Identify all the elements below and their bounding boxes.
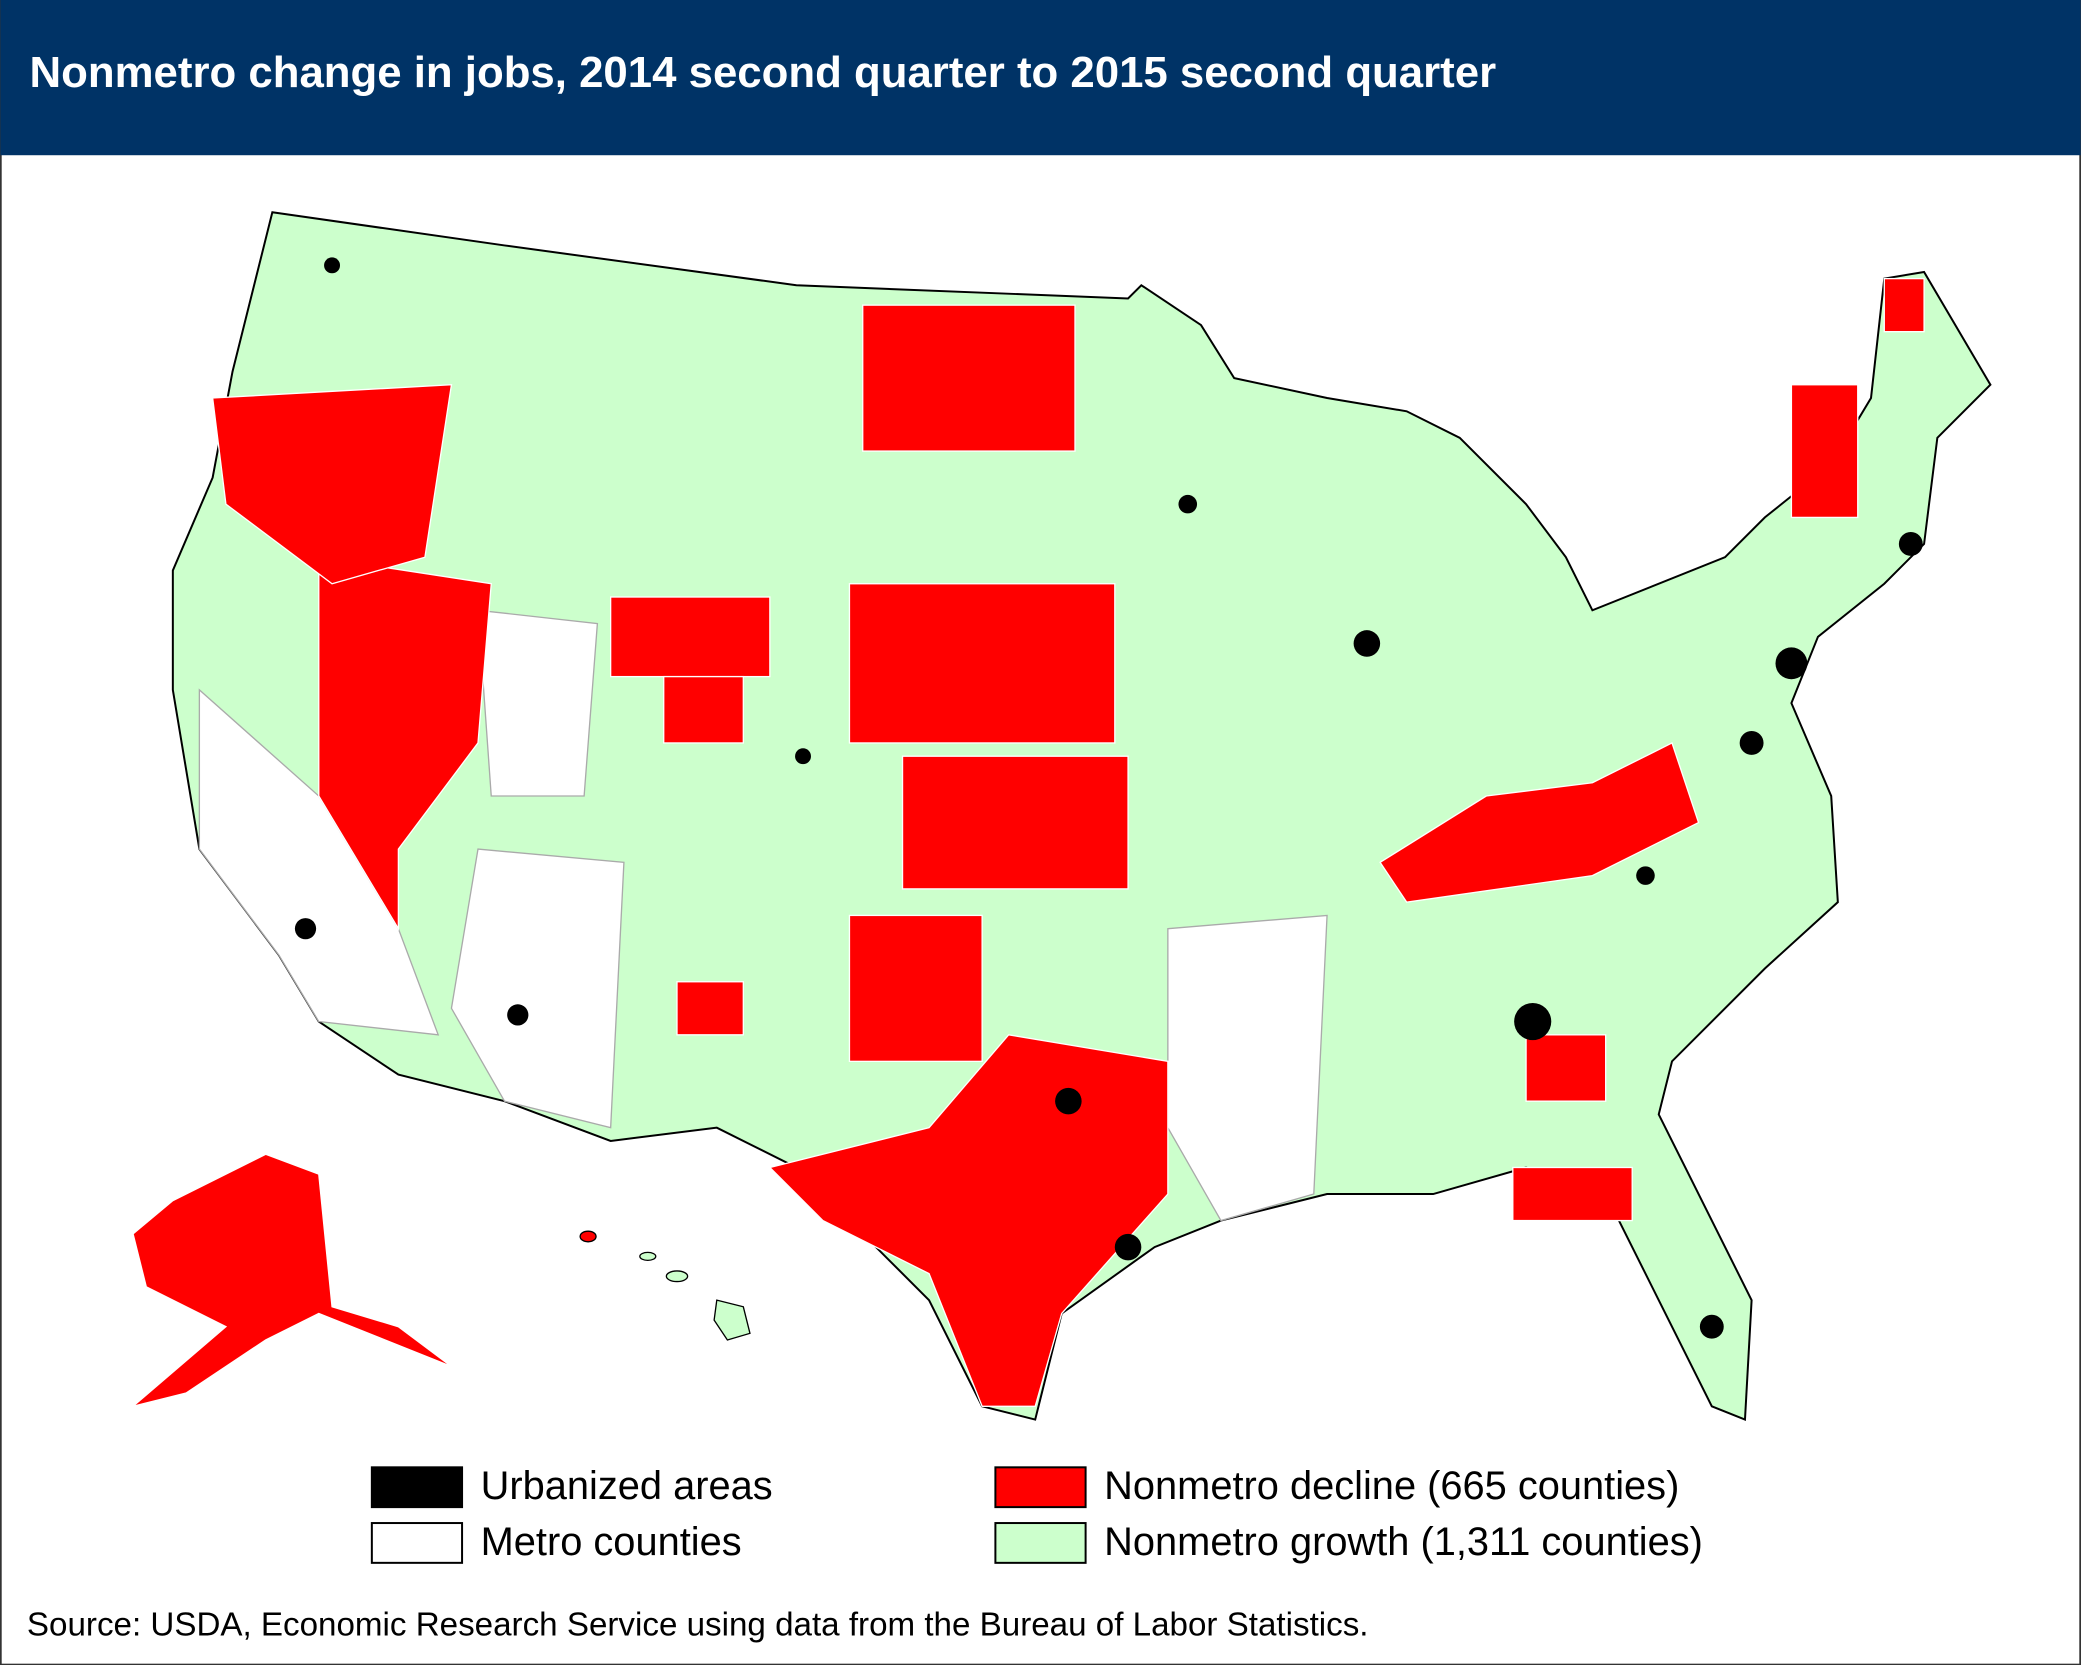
legend-label: Nonmetro decline (665 counties) [1104, 1464, 1679, 1508]
urban-area [1636, 866, 1655, 885]
hawaii-island [639, 1251, 657, 1262]
decline-area [609, 596, 771, 678]
decline-area [1525, 1034, 1607, 1102]
urban-area [1514, 1002, 1552, 1041]
decline-area [862, 304, 1076, 452]
metro-area [477, 609, 599, 797]
alaska [132, 1153, 452, 1407]
metro-counties [198, 609, 1328, 1222]
legend-label: Urbanized areas [481, 1464, 773, 1508]
decline-area [318, 556, 492, 932]
urban-area [795, 748, 811, 765]
legend-label: Nonmetro growth (1,311 counties) [1104, 1520, 1703, 1564]
urban-area [1055, 1087, 1082, 1115]
urban-area [1699, 1314, 1724, 1339]
title-bar [0, 0, 2081, 156]
urban-area [1739, 731, 1764, 755]
urban-area [1353, 630, 1381, 657]
decline-area [1512, 1166, 1633, 1222]
metro-area [450, 848, 625, 1129]
title: Nonmetro change in jobs, 2014 second qua… [30, 48, 1497, 97]
hawaii-island [579, 1230, 597, 1243]
legend-swatch [994, 1522, 1087, 1564]
decline-area [1883, 277, 1925, 333]
decline-area [1790, 384, 1859, 519]
urban-area [1114, 1233, 1142, 1261]
legend-swatch [370, 1466, 464, 1509]
urban-area [324, 257, 341, 274]
decline-area [768, 1034, 1169, 1407]
legend-swatch [994, 1466, 1087, 1509]
legend-label: Metro counties [481, 1520, 742, 1564]
legend-swatch [370, 1522, 464, 1564]
decline-area [211, 384, 453, 585]
urban-area [507, 1004, 529, 1026]
decline-area [848, 914, 983, 1063]
decline-area [676, 981, 744, 1036]
urban-area [294, 918, 317, 940]
decline-area [848, 583, 1116, 744]
legend: Urbanized areas Metro counties Nonmetro de… [370, 1464, 1703, 1564]
decline-area [1379, 742, 1700, 903]
decline-area [901, 755, 1129, 890]
urban-area [1178, 494, 1198, 514]
hawaii [579, 1230, 751, 1341]
urbanized-areas [294, 257, 1923, 1339]
urban-area [1775, 647, 1808, 680]
source: Source: USDA, Economic Research Service … [27, 1606, 1369, 1643]
map [132, 211, 1992, 1422]
hawaii-island [665, 1270, 689, 1283]
decline-area [663, 675, 744, 744]
hawaii-island [713, 1299, 751, 1341]
urban-area [1898, 532, 1923, 556]
decline-counties [211, 277, 1925, 1407]
